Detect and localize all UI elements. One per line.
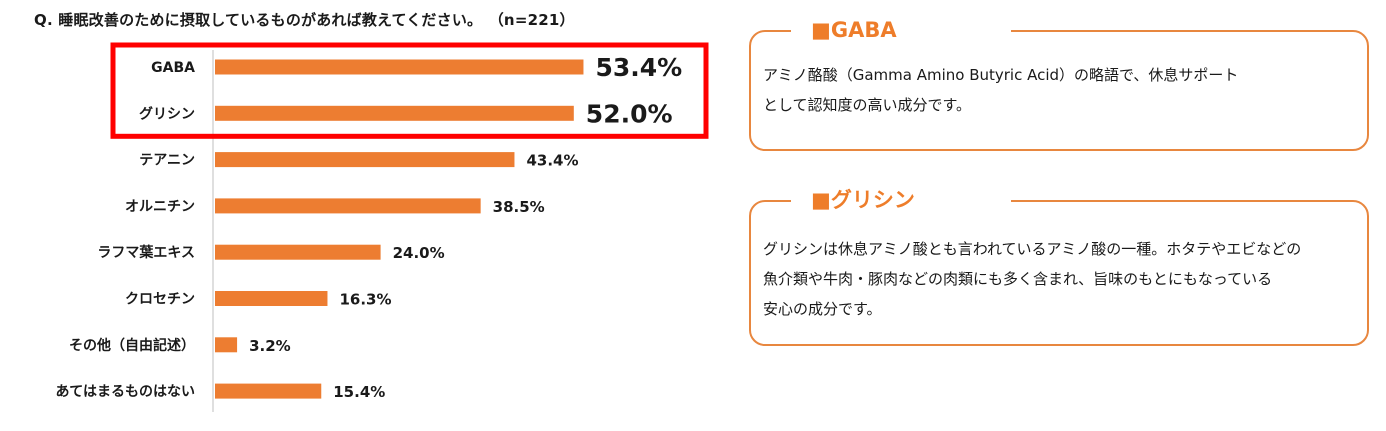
glycine-description-line: グリシンは休息アミノ酸とも言われているアミノ酸の一種。ホタテやエビなどの bbox=[763, 240, 1302, 258]
bar bbox=[215, 291, 328, 306]
bar bbox=[215, 105, 574, 121]
category-label: GABA bbox=[151, 60, 195, 76]
category-label: あてはまるものはない bbox=[56, 384, 195, 400]
glycine-description-line: 魚介類や牛肉・豚肉などの肉類にも多く含まれ、旨味のもとにもなっている bbox=[763, 270, 1273, 288]
category-label: クロセチン bbox=[125, 292, 195, 308]
gaba-description-line: アミノ酪酸（Gamma Amino Butyric Acid）の略語で、休息サポ… bbox=[763, 66, 1239, 84]
value-label: 15.4% bbox=[333, 383, 385, 401]
gaba-description: アミノ酪酸（Gamma Amino Butyric Acid）の略語で、休息サポ… bbox=[763, 60, 1357, 120]
value-label: 38.5% bbox=[493, 198, 545, 216]
value-label: 3.2% bbox=[249, 337, 291, 355]
glycine-info-box: ■グリシン グリシンは休息アミノ酸とも言われているアミノ酸の一種。ホタテやエビな… bbox=[749, 187, 1369, 346]
category-label: グリシン bbox=[139, 105, 195, 122]
category-label: ラフマ葉エキス bbox=[97, 244, 195, 261]
bar bbox=[215, 244, 381, 260]
gaba-heading: ■GABA bbox=[791, 17, 1011, 43]
value-label: 24.0% bbox=[393, 244, 445, 262]
bar bbox=[215, 383, 322, 399]
value-label: 16.3% bbox=[339, 291, 391, 309]
gaba-description-line: として認知度の高い成分です。 bbox=[763, 96, 972, 114]
sample-size: （n=221） bbox=[496, 11, 575, 29]
bar bbox=[215, 198, 481, 214]
bar bbox=[215, 337, 238, 353]
category-label: オルニチン bbox=[125, 199, 195, 215]
bar-chart: GABA 53.4% グリシン 52.0% テアニン 43.4% オルニチン 38.5% ラフマ… bbox=[56, 42, 709, 412]
glycine-description: グリシンは休息アミノ酸とも言われているアミノ酸の一種。ホタテやエビなどの 魚介類… bbox=[763, 234, 1357, 324]
category-label: その他（自由記述） bbox=[69, 337, 195, 354]
glycine-heading: ■グリシン bbox=[791, 187, 1011, 213]
bar bbox=[215, 152, 515, 168]
question-text: Q. 睡眠改善のために摂取しているものがあれば教えてください。 bbox=[34, 11, 483, 29]
value-label: 43.4% bbox=[526, 152, 578, 170]
value-label: 52.0% bbox=[586, 99, 673, 128]
glycine-description-line: 安心の成分です。 bbox=[763, 300, 882, 318]
chart-title: Q. 睡眠改善のために摂取しているものがあれば教えてください。 （n=221） bbox=[34, 9, 575, 30]
bar bbox=[215, 59, 584, 75]
highlight-frame bbox=[110, 42, 709, 139]
value-label: 53.4% bbox=[595, 53, 682, 82]
category-label: テアニン bbox=[139, 153, 195, 169]
gaba-info-box: ■GABA アミノ酪酸（Gamma Amino Butyric Acid）の略語… bbox=[749, 17, 1369, 151]
